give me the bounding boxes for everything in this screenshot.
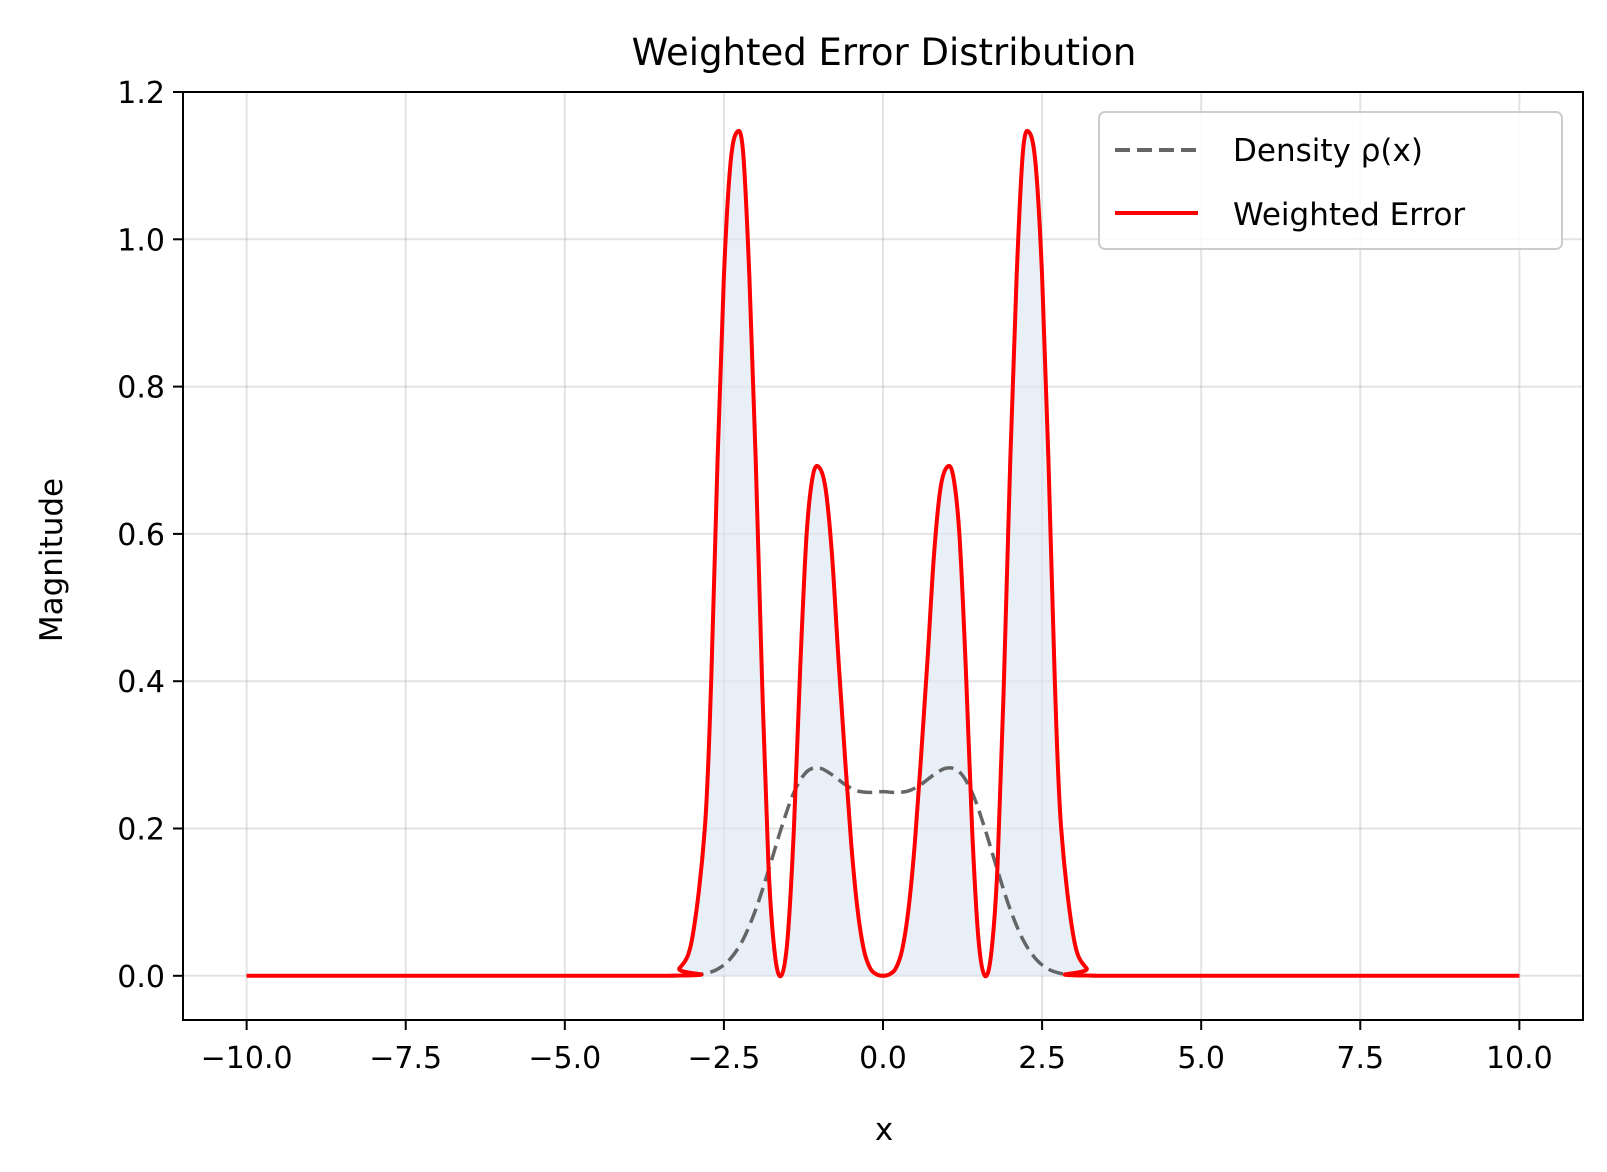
x-tick-label: 5.0 (1177, 1041, 1225, 1076)
legend-density-label: Density ρ(x) (1233, 133, 1423, 169)
y-tick-label: 1.0 (117, 223, 165, 258)
x-tick-label: −2.5 (687, 1041, 760, 1076)
x-tick-label: −7.5 (369, 1041, 442, 1076)
x-tick-label: 10.0 (1486, 1041, 1553, 1076)
chart-title: Weighted Error Distribution (632, 31, 1137, 74)
y-axis-label: Magnitude (34, 478, 70, 642)
legend: Density ρ(x) Weighted Error (1098, 111, 1563, 250)
x-tick-label: 2.5 (1018, 1041, 1066, 1076)
ticks: −10.0 −7.5 −5.0 −2.5 0.0 2.5 5.0 7.5 10.0 0.0 0.2 0… (117, 76, 1552, 1076)
y-tick-label: 0.8 (117, 371, 165, 406)
y-tick-label: 0.2 (117, 813, 165, 848)
y-tick-label: 0.4 (117, 665, 165, 700)
x-tick-label: 0.0 (859, 1041, 907, 1076)
x-tick-label: −10.0 (201, 1041, 293, 1076)
x-tick-label: 7.5 (1336, 1041, 1384, 1076)
series-lines (246, 128, 1520, 979)
weighted-error-line (246, 128, 1520, 979)
y-tick-label: 0.6 (117, 518, 165, 553)
y-tick-label: 0.0 (117, 960, 165, 995)
legend-box (1098, 111, 1563, 250)
x-tick-label: −5.0 (528, 1041, 601, 1076)
y-tick-label: 1.2 (117, 76, 165, 111)
density-line (246, 766, 1520, 978)
x-axis-label: x (875, 1112, 893, 1148)
legend-weighted-error-label: Weighted Error (1233, 197, 1465, 233)
